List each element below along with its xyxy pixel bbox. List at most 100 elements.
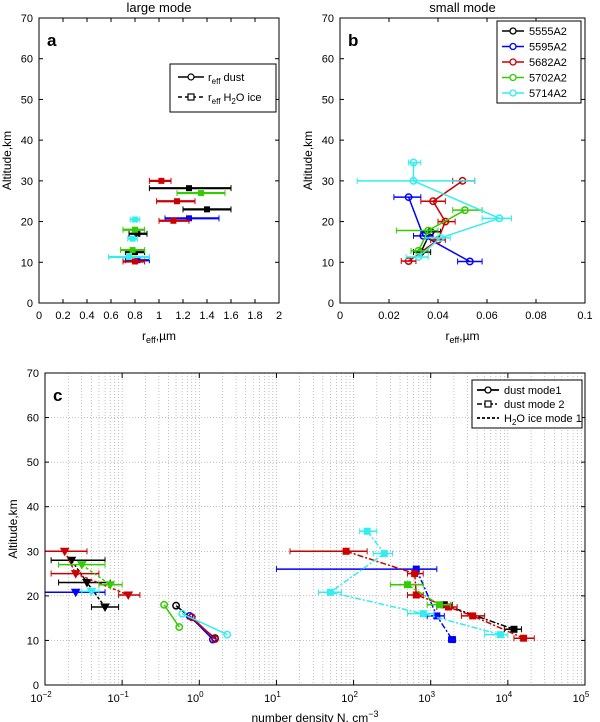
y-tick-label: 50 [21, 94, 33, 106]
series-5714A2-point [414, 253, 423, 261]
x-tick-label: 10−1 [107, 690, 129, 705]
y-tick-label: 10 [27, 635, 39, 647]
y-tick-label: 0 [27, 298, 33, 310]
legend-marker [509, 89, 517, 97]
y-tick-label: 0 [33, 680, 39, 692]
x-axis-label: reff,µm [445, 329, 479, 345]
y-axis-label: Altitude,km [301, 131, 315, 190]
group-2-series-4-line [328, 530, 501, 636]
data-point [129, 247, 136, 254]
legend-label: dust mode 2 [504, 399, 565, 411]
x-tick-label: 1.6 [223, 310, 238, 322]
legend-marker [509, 27, 517, 35]
y-tick-label: 50 [322, 94, 334, 106]
group-2-series-2-point [342, 547, 350, 555]
data-point [198, 190, 204, 197]
x-tick-label: 1.8 [247, 310, 262, 322]
panel-letter: c [53, 386, 62, 405]
x-tick-label: 0 [36, 310, 42, 322]
data-point [134, 230, 141, 237]
group-0-series-2-point [123, 591, 134, 600]
x-axis-label: number density N, cm−3 [252, 709, 379, 722]
group-2-series-4-point [419, 610, 427, 618]
group-2-series-0-line [444, 604, 515, 631]
y-tick-label: 70 [27, 368, 39, 380]
group-1-series-2-line [191, 616, 216, 640]
series-5714A2-point [436, 233, 445, 242]
plot-area [39, 18, 279, 303]
x-tick-label: 100 [187, 690, 204, 705]
data-point [126, 253, 132, 260]
data-point [174, 198, 180, 205]
y-tick-label: 40 [27, 502, 39, 514]
group-0-series-4-point [86, 587, 97, 597]
y-tick-label: 10 [322, 257, 334, 269]
group-0-series-2-point [70, 570, 81, 579]
data-point [204, 206, 210, 213]
series-5714A2-point [409, 176, 418, 185]
group-0-series-0-point [82, 578, 92, 588]
series-5595A2-point [404, 193, 413, 202]
y-tick-label: 40 [21, 135, 33, 147]
group-2-series-3-point [403, 581, 411, 589]
panel-title: small mode [429, 0, 495, 15]
legend-marker [187, 93, 195, 101]
legend: 5555A2 5595A2 5682A2 5702A2 5714A2 [496, 20, 582, 104]
group-2-series-2-point [411, 570, 419, 578]
group-2-series-2-point [444, 603, 452, 611]
axes-frame [339, 17, 586, 304]
y-tick-label: 60 [27, 413, 39, 425]
x-tick-label: 101 [264, 690, 281, 705]
y-tick-label: 30 [27, 546, 39, 558]
group-1-series-4-point [223, 630, 232, 639]
group-2-series-1-point [448, 636, 456, 644]
group-2-series-2-point [520, 634, 528, 642]
x-tick-label: 0.8 [127, 310, 142, 322]
y-tick-label: 30 [21, 176, 33, 188]
data-point [158, 177, 165, 184]
legend-label: 5714A2 [529, 88, 567, 100]
group-2-series-0-point [510, 625, 518, 633]
x-tick-label: 0.4 [79, 310, 94, 322]
group-2-series-3-point [436, 601, 444, 609]
x-tick-label: 1 [156, 310, 162, 322]
series-5682A2-point [441, 217, 450, 226]
group-2-series-4-point [363, 527, 371, 535]
legend-label: reff H2O ice [208, 92, 262, 106]
group-0-series-0-point [100, 603, 110, 613]
series-5682A2-point [404, 257, 413, 266]
data-point [132, 226, 138, 233]
group-0-series-3-point [105, 581, 116, 590]
panel-b: 0 10 20 30 40 50 60 70 0 0.02 0.04 0.06 0.08 0.1 Altit… [301, 0, 593, 345]
legend-marker [484, 400, 492, 408]
x-tick-label: 0.6 [103, 310, 118, 322]
x-tick-label: 0.08 [525, 310, 546, 322]
x-tick-label: 105 [573, 690, 590, 705]
group-1-series-4-line [181, 613, 228, 636]
x-tick-label: 0 [337, 310, 343, 322]
series-5682A2-point [429, 197, 438, 206]
y-tick-label: 70 [21, 13, 33, 25]
axes-frame [38, 17, 280, 304]
series-5714A2-point [495, 214, 504, 223]
axes-frame [44, 372, 586, 686]
y-tick-label: 0 [328, 298, 334, 310]
group-1-series-0-point [172, 601, 181, 610]
data-point [132, 216, 138, 223]
x-tick-label: 0.2 [55, 310, 70, 322]
group-1-series-3-point [160, 600, 169, 609]
series-5702A2-point [461, 206, 469, 215]
panel-a: 0 10 20 30 40 50 60 70 0 0.2 0.4 0.6 0.8 1 1.2 1.4 1.6 1.… [0, 0, 282, 345]
group-0-series-2-point [59, 547, 70, 557]
panel-title: large mode [126, 0, 191, 15]
y-tick-label: 40 [322, 135, 334, 147]
y-tick-label: 50 [27, 457, 39, 469]
legend-label: 5682A2 [529, 57, 567, 69]
legend-label: 5702A2 [529, 73, 567, 85]
y-axis-label: Altitude,km [6, 499, 20, 558]
legend-label: dust mode1 [504, 385, 561, 397]
x-tick-label: 1.2 [175, 310, 190, 322]
data-point [186, 185, 192, 192]
x-tick-label: 2 [276, 310, 282, 322]
x-tick-label: 1.4 [199, 310, 214, 322]
